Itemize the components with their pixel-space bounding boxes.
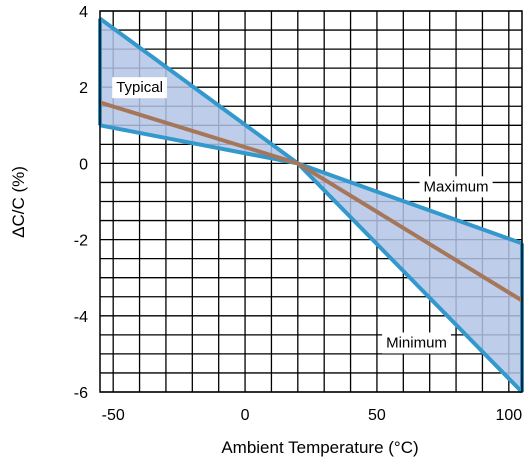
tolerance-band <box>98 17 524 394</box>
series-line-typical <box>99 100 524 303</box>
annotation-text: Minimum <box>386 334 447 351</box>
annotation-typical: Typical <box>112 77 167 99</box>
x-tick-label: 0 <box>241 407 250 424</box>
annotation-box <box>382 332 451 354</box>
annotation-maximum: Maximum <box>419 176 493 198</box>
annotation-text: Typical <box>116 79 163 96</box>
annotation-box <box>112 77 167 99</box>
annotations: Typical Maximum Minimum <box>112 77 493 354</box>
y-tick-label: 0 <box>79 156 88 173</box>
x-axis-label: Ambient Temperature (°C) <box>221 438 418 457</box>
x-tick-label: -50 <box>102 407 125 424</box>
y-tick-label: -2 <box>74 233 88 250</box>
annotation-text: Maximum <box>424 178 489 195</box>
y-tick-label: -6 <box>74 385 88 402</box>
x-tick-labels: -50 0 50 100 <box>102 407 523 424</box>
y-tick-label: -4 <box>74 309 88 326</box>
annotation-minimum: Minimum <box>382 332 451 354</box>
annotation-box <box>419 176 493 198</box>
plot-frame <box>99 10 523 393</box>
y-tick-label: 2 <box>79 80 88 97</box>
y-axis-label: ΔC/C (%) <box>9 166 28 238</box>
x-tick-label: 50 <box>368 407 386 424</box>
x-tick-label: 100 <box>495 407 522 424</box>
y-tick-labels: 4 2 0 -2 -4 -6 <box>74 4 88 402</box>
plot-area-border <box>99 10 523 393</box>
y-tick-label: 4 <box>79 4 88 21</box>
